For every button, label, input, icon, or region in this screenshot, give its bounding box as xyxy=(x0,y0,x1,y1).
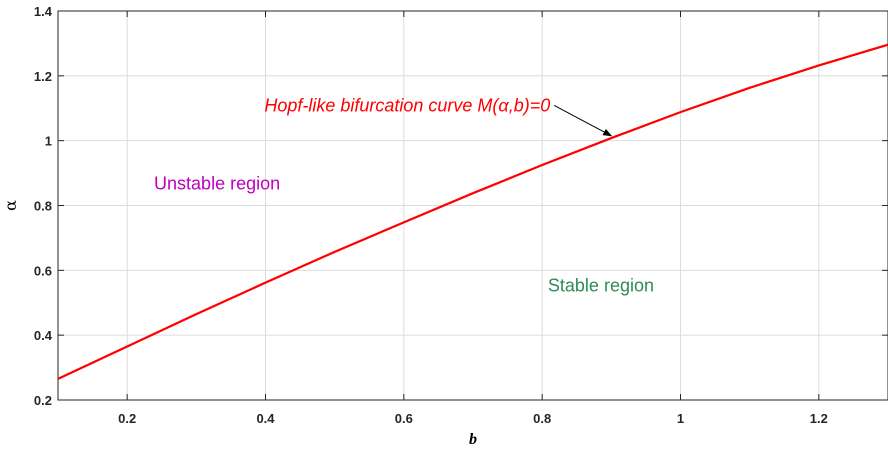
x-tick-label: 0.2 xyxy=(118,411,136,426)
y-tick-label: 0.4 xyxy=(34,328,53,343)
y-tick-label: 1.4 xyxy=(34,4,53,19)
x-tick-label: 0.8 xyxy=(533,411,551,426)
y-tick-label: 0.6 xyxy=(34,263,52,278)
stable-region-label: Stable region xyxy=(548,275,654,295)
x-tick-label: 0.6 xyxy=(395,411,413,426)
annotations: Hopf-like bifurcation curve M(α,b)=0 Unst… xyxy=(154,95,654,295)
y-axis-label: α xyxy=(1,200,20,211)
x-axis-label: b xyxy=(469,431,477,448)
y-tick-label: 1.2 xyxy=(34,69,52,84)
x-tick-label: 1.2 xyxy=(810,411,828,426)
ticks: 0.2 0.4 0.6 0.8 1 1.2 0.2 0.4 0.6 0.8 1 1.2 1.4 xyxy=(34,4,888,426)
x-tick-label: 0.4 xyxy=(256,411,275,426)
x-tick-label: 1 xyxy=(677,411,684,426)
bifurcation-curve-line xyxy=(57,43,888,380)
series xyxy=(57,43,888,380)
curve-annotation: Hopf-like bifurcation curve M(α,b)=0 xyxy=(264,95,550,115)
unstable-region-label: Unstable region xyxy=(154,173,280,193)
y-tick-label: 0.2 xyxy=(34,393,52,408)
grid xyxy=(58,11,888,400)
y-tick-label: 0.8 xyxy=(34,199,52,214)
y-tick-label: 1 xyxy=(45,134,52,149)
annotation-arrow xyxy=(553,105,613,137)
